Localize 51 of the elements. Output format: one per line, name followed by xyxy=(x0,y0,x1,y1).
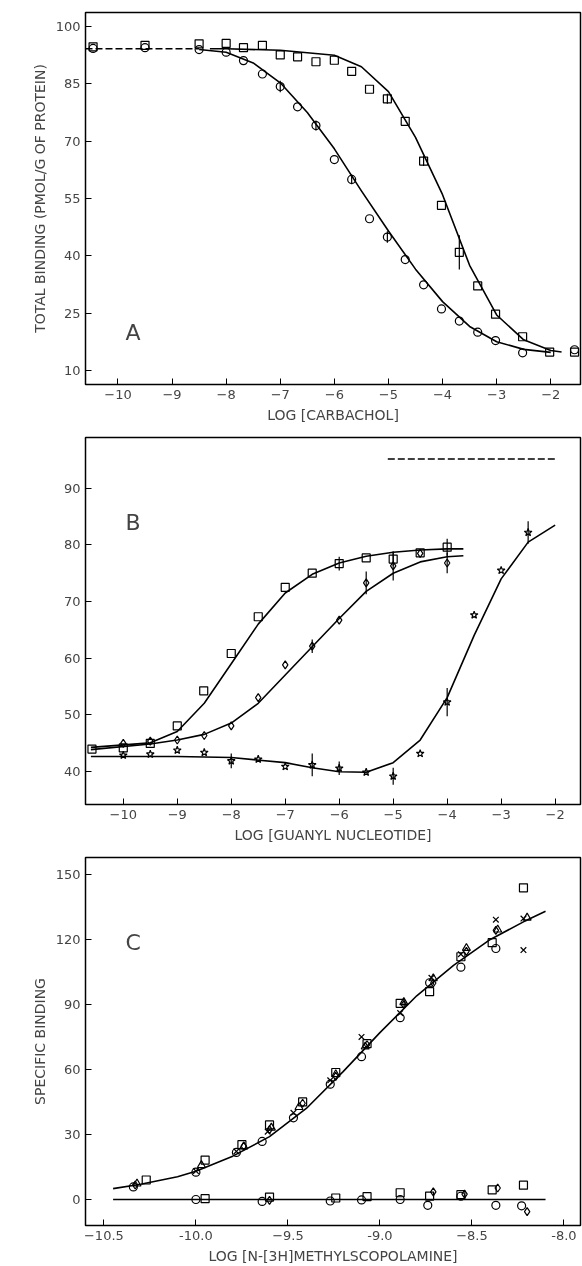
x-axis-title: LOG [N-[3H]METHYLSCOPOLAMINE] xyxy=(208,1247,458,1264)
x-tick-label: −9 xyxy=(167,806,187,822)
x-tick-label: −2 xyxy=(545,806,565,822)
x-tick-label: −6 xyxy=(329,806,349,822)
x-tick-label: −10 xyxy=(109,806,138,822)
x-tick-label: −3 xyxy=(487,386,507,402)
y-tick-label: 70 xyxy=(63,133,81,149)
y-tick-label: 90 xyxy=(63,996,81,1012)
x-tick-label: −10 xyxy=(104,386,132,402)
y-tick-label: 10 xyxy=(63,362,81,378)
y-tick-label: 60 xyxy=(63,1061,81,1077)
x-tick-label: −7 xyxy=(270,386,290,402)
x-tick-label: −9 xyxy=(162,386,182,402)
x-axis-title: LOG [GUANYL NUCLEOTIDE] xyxy=(234,826,432,843)
y-tick-label: 90 xyxy=(63,480,81,496)
annotation: A xyxy=(125,319,141,345)
x-tick-label: −4 xyxy=(437,806,457,822)
y-tick-label: 100 xyxy=(55,19,81,35)
y-tick-label: 150 xyxy=(55,866,81,882)
y-tick-label: 60 xyxy=(63,650,81,666)
y-tick-label: 25 xyxy=(63,305,81,321)
y-tick-label: 50 xyxy=(63,707,81,723)
x-tick-label: -10.0 xyxy=(179,1227,213,1243)
x-tick-label: −8 xyxy=(221,806,241,822)
annotation: C xyxy=(125,929,141,955)
y-tick-label: 30 xyxy=(63,1126,81,1142)
x-tick-label: −10.5 xyxy=(83,1227,124,1243)
y-tick-label: 120 xyxy=(55,931,81,947)
y-tick-label: 80 xyxy=(63,537,81,553)
y-tick-label: 40 xyxy=(63,248,81,264)
y-tick-label: 55 xyxy=(63,191,81,206)
x-tick-label: −8 xyxy=(216,386,236,402)
annotation: B xyxy=(125,509,141,535)
x-axis-title: LOG [CARBACHOL] xyxy=(267,406,399,423)
y-tick-label: 70 xyxy=(63,593,81,609)
x-tick-label: −6 xyxy=(324,386,344,402)
x-tick-label: −5 xyxy=(378,386,399,402)
x-tick-label: −7 xyxy=(275,806,295,822)
y-axis-title: TOTAL BINDING (PMOL/G OF PROTEIN) xyxy=(31,64,48,334)
x-tick-label: −8.5 xyxy=(456,1227,488,1243)
x-tick-label: −5 xyxy=(383,806,403,822)
y-tick-label: 85 xyxy=(63,76,81,92)
x-tick-label: −4 xyxy=(432,386,453,402)
x-tick-label: −9.5 xyxy=(272,1227,304,1243)
x-tick-label: -8.0 xyxy=(551,1227,577,1243)
x-tick-label: −2 xyxy=(541,386,561,402)
y-tick-label: 0 xyxy=(72,1191,81,1207)
y-axis-title: SPECIFIC BINDING xyxy=(31,978,48,1105)
x-tick-label: −3 xyxy=(491,806,511,822)
x-tick-label: -9.0 xyxy=(367,1227,393,1243)
y-tick-label: 40 xyxy=(63,763,81,779)
